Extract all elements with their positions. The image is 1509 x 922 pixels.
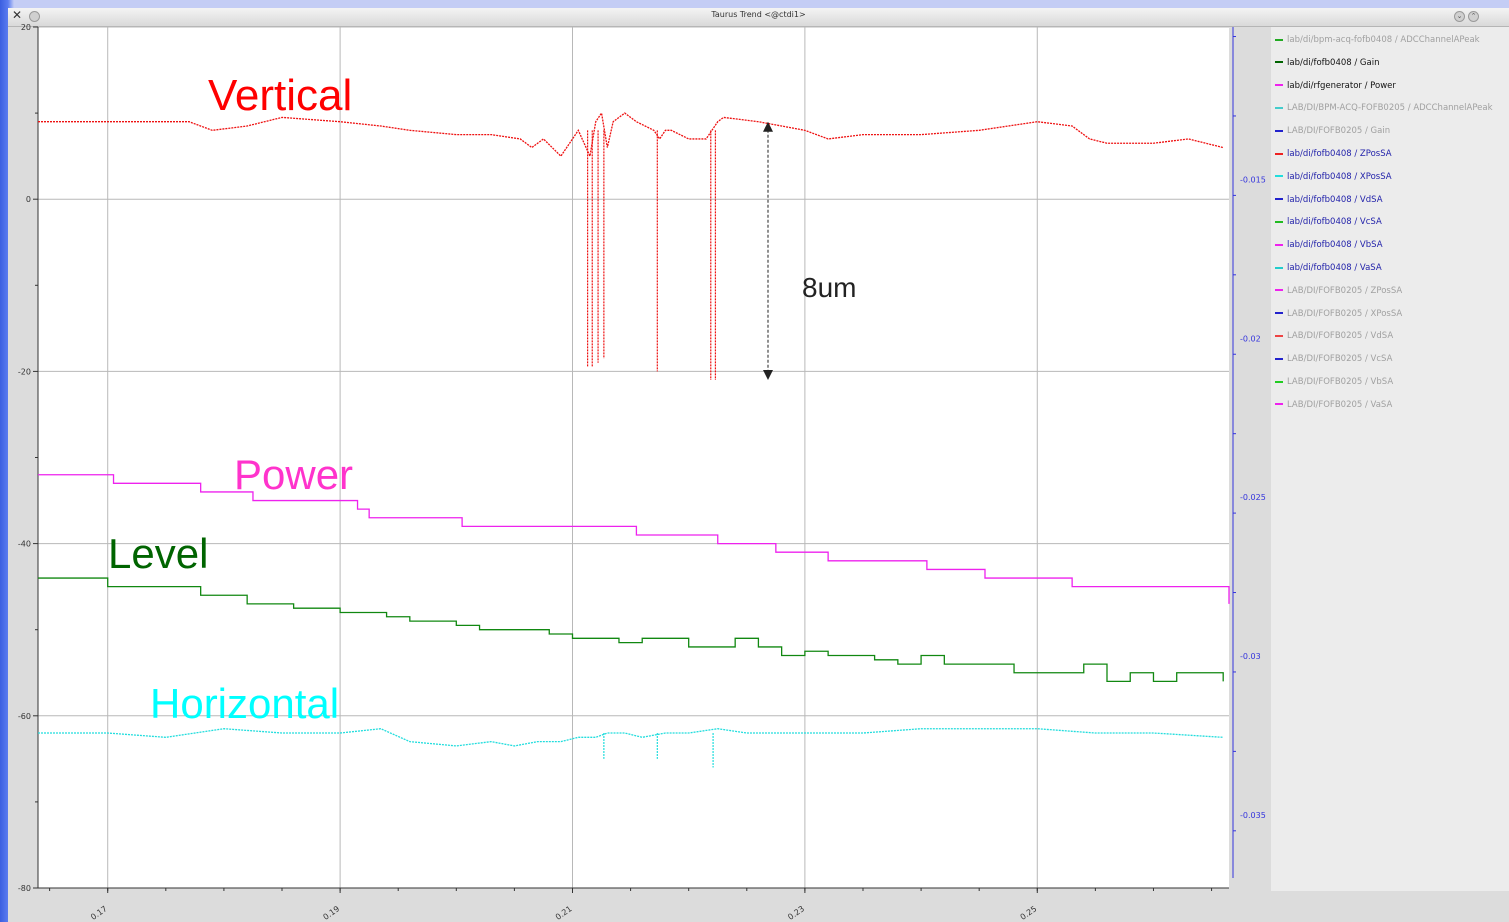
series-level-line <box>38 577 1224 683</box>
y2-tick-label: -0.035 <box>1240 811 1266 820</box>
legend-item[interactable]: LAB/DI/FOFB0205 / ZPosSA <box>1275 284 1402 298</box>
legend-item[interactable]: lab/di/fofb0408 / XPosSA <box>1275 170 1392 184</box>
legend-label: LAB/DI/FOFB0205 / VdSA <box>1287 331 1394 342</box>
annotation-label-3: Horizontal <box>150 680 339 727</box>
legend-item[interactable]: lab/di/fofb0408 / ZPosSA <box>1275 147 1392 161</box>
legend-swatch <box>1275 129 1283 132</box>
y2-tick-label: -0.02 <box>1240 334 1261 343</box>
minimize-icon[interactable]: ⌄ <box>1454 11 1465 22</box>
legend-label: lab/di/fofb0408 / VcSA <box>1287 217 1382 228</box>
legend-label: lab/di/fofb0408 / ZPosSA <box>1287 149 1392 159</box>
legend-label: LAB/DI/FOFB0205 / XPosSA <box>1287 308 1403 319</box>
legend-item[interactable]: lab/di/rfgenerator / Power <box>1275 79 1396 93</box>
legend-item[interactable]: lab/di/fofb0408 / VaSA <box>1275 261 1382 275</box>
maximize-icon[interactable]: ⌃ <box>1468 11 1479 22</box>
legend-item[interactable]: lab/di/bpm-acq-fofb0408 / ADCChannelAPea… <box>1275 33 1480 47</box>
trend-chart[interactable]: 20 0 -20 -40 -60 -80 0.17 0.19 0.21 0.23 0.25 -0.01… <box>8 8 1271 922</box>
annotation-label-2: Level <box>108 530 208 577</box>
legend-swatch <box>1275 61 1283 64</box>
legend-label: LAB/DI/FOFB0205 / VaSA <box>1287 399 1393 410</box>
series-lines <box>38 111 1230 768</box>
legend-item[interactable]: LAB/DI/BPM-ACQ-FOFB0205 / ADCChannelAPea… <box>1275 101 1493 115</box>
y-tick-label: -60 <box>18 712 31 721</box>
legend-swatch <box>1275 220 1283 223</box>
y-tick-label: -40 <box>18 540 31 549</box>
legend-swatch <box>1275 380 1283 383</box>
legend-label: lab/di/bpm-acq-fofb0408 / ADCChannelAPea… <box>1287 35 1480 45</box>
annotation-label-0: Vertical <box>208 71 352 120</box>
legend-swatch <box>1275 152 1283 155</box>
legend-label: lab/di/fofb0408 / XPosSA <box>1287 171 1392 182</box>
legend-label: lab/di/fofb0408 / VbSA <box>1287 240 1383 251</box>
legend-label: LAB/DI/FOFB0205 / VcSA <box>1287 354 1393 365</box>
x-tick-label: 0.23 <box>786 904 806 922</box>
legend-swatch <box>1275 198 1283 201</box>
close-x-icon[interactable]: ✕ <box>12 8 23 22</box>
legend-panel[interactable]: lab/di/bpm-acq-fofb0408 / ADCChannelAPea… <box>1271 27 1509 891</box>
legend-item[interactable]: LAB/DI/FOFB0205 / VbSA <box>1275 375 1393 389</box>
annotation-arrow-head-down <box>763 370 773 381</box>
legend-item[interactable]: LAB/DI/FOFB0205 / VaSA <box>1275 398 1392 412</box>
axes: 20 0 -20 -40 -60 -80 0.17 0.19 0.21 0.23 0.25 -0.01… <box>18 23 1266 922</box>
x-tick-label: 0.25 <box>1019 904 1039 922</box>
legend-swatch <box>1275 84 1283 87</box>
legend-label: lab/di/fofb0408 / Gain <box>1287 57 1380 68</box>
y-tick-label: 0 <box>26 195 31 204</box>
y2-tick-label: -0.03 <box>1240 652 1261 661</box>
legend-label: LAB/DI/FOFB0205 / ZPosSA <box>1287 285 1403 296</box>
legend-swatch <box>1275 357 1283 360</box>
legend-swatch <box>1275 334 1283 337</box>
legend-swatch <box>1275 289 1283 292</box>
app-dot-icon[interactable] <box>29 11 40 22</box>
annotation-arrow-head-up <box>763 121 773 132</box>
legend-item[interactable]: LAB/DI/FOFB0205 / VdSA <box>1275 329 1393 343</box>
window-title: Taurus Trend <@ctdi1> <box>711 10 806 19</box>
series-power-line <box>38 474 1230 604</box>
legend-label: lab/di/rfgenerator / Power <box>1287 80 1396 91</box>
legend-label: LAB/DI/FOFB0205 / VbSA <box>1287 377 1394 387</box>
legend-swatch <box>1275 38 1283 41</box>
legend-swatch <box>1275 403 1283 406</box>
annotation-label-4: 8um <box>802 272 856 303</box>
annotation-label-1: Power <box>234 451 353 498</box>
y-tick-label: -20 <box>18 367 31 376</box>
series-horizontal-line <box>38 728 1224 747</box>
legend-item[interactable]: lab/di/fofb0408 / VbSA <box>1275 238 1383 252</box>
x-tick-label: 0.19 <box>322 904 342 922</box>
legend-item[interactable]: lab/di/fofb0408 / Gain <box>1275 56 1379 70</box>
legend-swatch <box>1275 312 1283 315</box>
trend-window: ✕ Taurus Trend <@ctdi1> ⌄ ⌃ 20 0 -20 -40 -60… <box>8 8 1509 922</box>
legend-item[interactable]: LAB/DI/FOFB0205 / VcSA <box>1275 352 1392 366</box>
legend-swatch <box>1275 243 1283 246</box>
x-tick-label: 0.21 <box>554 904 574 922</box>
series-vertical-line <box>38 111 1224 159</box>
legend-swatch <box>1275 266 1283 269</box>
legend-label: lab/di/fofb0408 / VdSA <box>1287 194 1383 205</box>
legend-item[interactable]: LAB/DI/FOFB0205 / Gain <box>1275 124 1390 138</box>
legend-label: LAB/DI/FOFB0205 / Gain <box>1287 126 1391 137</box>
legend-item[interactable]: lab/di/fofb0408 / VcSA <box>1275 215 1382 229</box>
legend-swatch <box>1275 106 1283 109</box>
legend-label: LAB/DI/BPM-ACQ-FOFB0205 / ADCChannelAPea… <box>1287 103 1493 114</box>
y-tick-label: 20 <box>21 23 31 32</box>
y2-tick-label: -0.015 <box>1240 176 1266 185</box>
legend-item[interactable]: lab/di/fofb0408 / VdSA <box>1275 193 1383 207</box>
legend-label: lab/di/fofb0408 / VaSA <box>1287 263 1382 273</box>
legend-swatch <box>1275 175 1283 178</box>
annotations: Vertical Power Level Horizontal 8um <box>108 71 856 727</box>
plot-background <box>38 27 1229 888</box>
y2-tick-label: -0.025 <box>1240 493 1266 502</box>
legend-item[interactable]: LAB/DI/FOFB0205 / XPosSA <box>1275 307 1402 321</box>
x-tick-label: 0.17 <box>89 904 109 922</box>
y-tick-label: -80 <box>18 884 31 893</box>
